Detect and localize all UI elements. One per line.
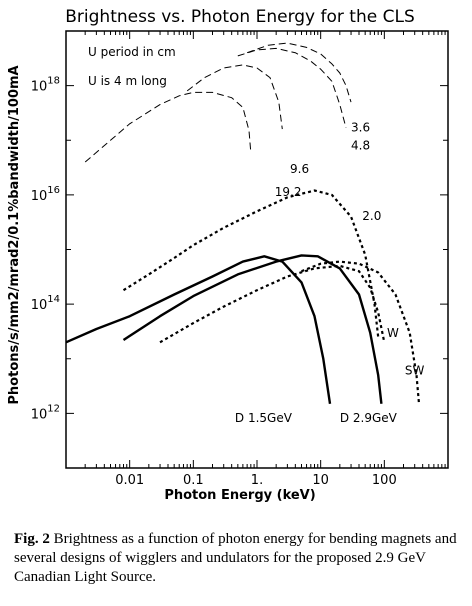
series-label-19-2: 19.2 — [275, 185, 302, 199]
series-line-4-8 — [237, 47, 347, 128]
x-tick-label: 10 — [312, 473, 329, 488]
series-label-w: W — [387, 326, 399, 340]
series-line-2-0 — [122, 189, 380, 338]
undulator-length-note: U is 4 m long — [88, 74, 167, 88]
x-tick-label: 0.01 — [115, 473, 144, 488]
y-tick-label: 1014 — [31, 294, 60, 313]
series-label-d-2-9gev: D 2.9GeV — [340, 411, 398, 425]
x-axis-label: Photon Energy (keV) — [164, 488, 315, 503]
series-labels: 3.6 4.8 9.6 19.2 2.0 W SW D 1.5GeV D 2.9GeV — [235, 120, 425, 424]
x-tick-label: 1. — [251, 473, 263, 488]
y-tick-label: 1018 — [31, 76, 60, 95]
series-line-d-2-9gev — [122, 254, 383, 404]
series-label-9-6: 9.6 — [290, 162, 309, 176]
y-axis-label: Photons/s/mm2/mrad2/0.1%bandwidth/100mA — [7, 65, 22, 404]
series-layer — [65, 42, 421, 404]
undulator-period-note: U period in cm — [88, 45, 176, 59]
plot-frame — [65, 30, 449, 469]
caption-text: Brightness as a function of photon energ… — [14, 531, 457, 585]
series-line-19-2 — [84, 91, 252, 163]
brightness-chart: Brightness vs. Photon Energy for the CLS… — [7, 7, 449, 503]
chart-title: Brightness vs. Photon Energy for the CLS — [65, 7, 415, 27]
series-label-2-0: 2.0 — [362, 209, 381, 223]
series-label-4-8: 4.8 — [351, 138, 370, 152]
y-tick-label: 1012 — [31, 403, 60, 422]
series-label-d-1-5gev: D 1.5GeV — [235, 411, 293, 425]
series-line-d-1-5gev — [65, 255, 332, 404]
series-line-sw — [301, 260, 421, 404]
figure-caption: Fig. 2 Brightness as a function of photo… — [14, 530, 466, 587]
y-tick-label: 1016 — [31, 185, 60, 204]
axis-ticks: 0.01 0.1 1. 10 100 1012 1014 1016 1018 — [31, 30, 448, 488]
series-label-3-6: 3.6 — [351, 120, 370, 134]
series-line-3-6 — [246, 42, 352, 103]
x-tick-label: 100 — [372, 473, 397, 488]
series-line-w — [159, 264, 386, 344]
x-tick-label: 0.1 — [183, 473, 204, 488]
series-line-9-6 — [186, 64, 283, 130]
caption-label: Fig. 2 — [14, 531, 50, 547]
series-label-sw: SW — [405, 363, 425, 377]
